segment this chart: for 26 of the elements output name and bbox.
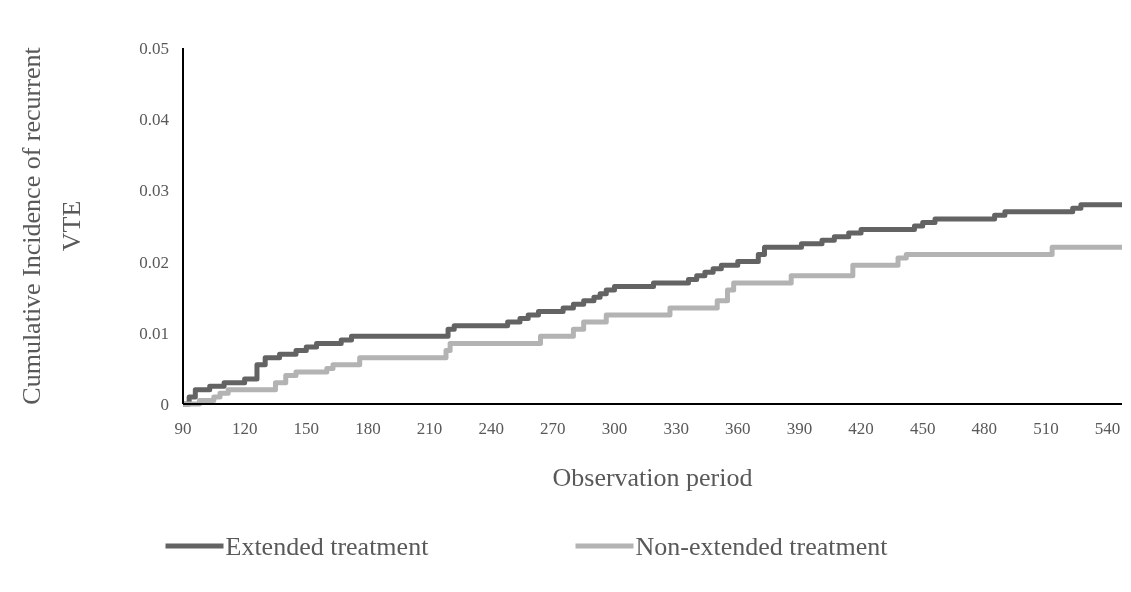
x-tick-label: 360	[725, 419, 751, 438]
x-tick-label: 90	[174, 419, 192, 438]
y-tick-label: 0	[160, 394, 169, 414]
legend-label: Non-extended treatment	[635, 532, 889, 562]
x-tick-label: 120	[231, 419, 258, 438]
x-tick-label: 510	[1033, 419, 1059, 438]
x-axis-title: Observation period	[552, 463, 753, 492]
x-tick-label: 330	[663, 419, 689, 438]
x-tick-label: 300	[601, 419, 628, 438]
x-tick-label: 180	[355, 419, 381, 438]
x-tick-label: 150	[293, 419, 320, 438]
x-tick-label: 210	[416, 419, 443, 438]
y-tick-label: 0.01	[139, 323, 169, 343]
y-tick-label: 0.04	[139, 110, 170, 130]
x-tick-label: 270	[540, 419, 566, 438]
x-tick-label: 450	[909, 419, 936, 438]
y-tick-label: 0.02	[139, 252, 169, 272]
x-tick-label: 390	[786, 419, 813, 438]
legend-label: Extended treatment	[225, 532, 430, 562]
x-tick-label: 540	[1094, 419, 1121, 438]
x-tick-label: 420	[848, 419, 874, 438]
y-tick-label: 0.05	[139, 38, 169, 58]
x-tick-label: 480	[971, 419, 998, 438]
x-tick-label: 240	[478, 419, 504, 438]
y-axis-title: Cumulative Incidence of recurrent VTE	[17, 46, 87, 405]
y-tick-label: 0.03	[139, 181, 169, 201]
